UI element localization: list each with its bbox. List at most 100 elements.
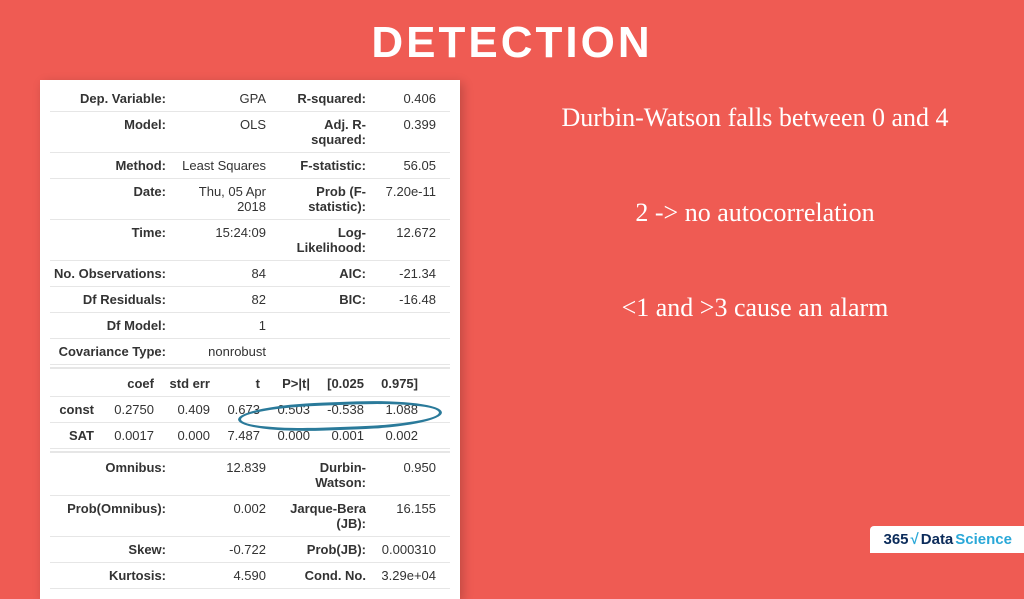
coef-header-cell: 0.975] [364,376,418,391]
coef-header-cell: [0.025 [310,376,364,391]
stat-value: 15:24:09 [172,225,272,255]
stat-value: 0.950 [372,460,442,490]
coef-cell: 0.503 [260,402,310,417]
stat-label: Cond. No. [272,568,372,583]
coef-cell: 0.2750 [98,402,154,417]
stat-value: -21.34 [372,266,442,281]
stat-value: 0.406 [372,91,442,106]
coef-cell: 0.001 [310,428,364,443]
summary-row: Date:Thu, 05 Apr 2018Prob (F-statistic):… [50,179,450,220]
stats-output-panel: Dep. Variable:GPAR-squared:0.406Model:OL… [40,80,460,599]
stat-label: Covariance Type: [52,344,172,359]
badge-suffix: Data [921,531,954,548]
coef-header-cell [52,376,98,391]
note-range: Durbin-Watson falls between 0 and 4 [520,100,990,135]
coef-header-cell: std err [154,376,210,391]
stat-label: Kurtosis: [52,568,172,583]
stat-label: Omnibus: [52,460,172,490]
coef-cell: const [52,402,98,417]
coef-header-cell: t [210,376,260,391]
stat-label: Prob(JB): [272,542,372,557]
stat-label: Dep. Variable: [52,91,172,106]
coef-cell: -0.538 [310,402,364,417]
stat-value: Thu, 05 Apr 2018 [172,184,272,214]
note-alarm: <1 and >3 cause an alarm [520,290,990,325]
coef-cell: 0.673 [210,402,260,417]
stat-value [372,344,442,359]
stat-value: Least Squares [172,158,272,173]
coef-cell: SAT [52,428,98,443]
diagnostic-row: Skew:-0.722Prob(JB):0.000310 [50,537,450,563]
stat-label: Jarque-Bera (JB): [272,501,372,531]
summary-row: Model:OLSAdj. R-squared:0.399 [50,112,450,153]
stat-value: 12.672 [372,225,442,255]
coef-cell: 0.000 [154,428,210,443]
coef-cell: 7.487 [210,428,260,443]
stat-value: 3.29e+04 [372,568,442,583]
summary-row: No. Observations:84AIC:-21.34 [50,261,450,287]
stat-value: -0.722 [172,542,272,557]
diagnostic-row: Prob(Omnibus):0.002Jarque-Bera (JB):16.1… [50,496,450,537]
stat-value: OLS [172,117,272,147]
stat-label: Prob (F-statistic): [272,184,372,214]
stat-value: 84 [172,266,272,281]
badge-prefix: 365 [884,531,909,548]
stat-label: Log-Likelihood: [272,225,372,255]
stat-label: Model: [52,117,172,147]
stat-label: Adj. R-squared: [272,117,372,147]
stat-label: R-squared: [272,91,372,106]
stat-label: Date: [52,184,172,214]
stat-value: -16.48 [372,292,442,307]
stat-value: 7.20e-11 [372,184,442,214]
diagnostic-row: Omnibus:12.839Durbin-Watson:0.950 [50,455,450,496]
stat-label: Df Model: [52,318,172,333]
stat-label: Durbin-Watson: [272,460,372,490]
summary-row: Method:Least SquaresF-statistic:56.05 [50,153,450,179]
brand-badge: 365√DataScience [870,526,1024,553]
summary-row: Dep. Variable:GPAR-squared:0.406 [50,86,450,112]
stat-value: 4.590 [172,568,272,583]
coef-cell: 0.409 [154,402,210,417]
stat-value: 82 [172,292,272,307]
check-icon: √ [911,531,919,548]
stat-label: No. Observations: [52,266,172,281]
stat-label: Method: [52,158,172,173]
badge-accent: Science [955,531,1012,548]
stat-label: Prob(Omnibus): [52,501,172,531]
coef-header-cell: coef [98,376,154,391]
stat-label: BIC: [272,292,372,307]
stat-value: 0.002 [172,501,272,531]
stat-value: 12.839 [172,460,272,490]
coef-row: SAT0.00170.0007.4870.0000.0010.002 [50,423,450,449]
coef-row: const0.27500.4090.6730.503-0.5381.088 [50,397,450,423]
stat-label: Df Residuals: [52,292,172,307]
summary-row: Df Model:1 [50,313,450,339]
stat-label [272,318,372,333]
diagnostic-row: Kurtosis:4.590Cond. No.3.29e+04 [50,563,450,589]
stat-value: 56.05 [372,158,442,173]
stat-value [372,318,442,333]
stat-label: F-statistic: [272,158,372,173]
summary-row: Time:15:24:09Log-Likelihood:12.672 [50,220,450,261]
stat-label: Time: [52,225,172,255]
stat-value: nonrobust [172,344,272,359]
stat-value: GPA [172,91,272,106]
slide-title: Detection [0,0,1024,68]
stat-value: 1 [172,318,272,333]
stat-label [272,344,372,359]
coef-cell: 0.002 [364,428,418,443]
stat-label: Skew: [52,542,172,557]
coef-header-cell: P>|t| [260,376,310,391]
coef-cell: 0.0017 [98,428,154,443]
stat-value: 0.399 [372,117,442,147]
summary-row: Df Residuals:82BIC:-16.48 [50,287,450,313]
stat-value: 16.155 [372,501,442,531]
coef-cell: 0.000 [260,428,310,443]
stat-label: AIC: [272,266,372,281]
coef-header: coefstd errtP>|t|[0.0250.975] [50,371,450,397]
coef-cell: 1.088 [364,402,418,417]
stat-value: 0.000310 [372,542,442,557]
note-two: 2 -> no autocorrelation [520,195,990,230]
summary-row: Covariance Type:nonrobust [50,339,450,365]
annotations: Durbin-Watson falls between 0 and 4 2 ->… [520,100,990,385]
